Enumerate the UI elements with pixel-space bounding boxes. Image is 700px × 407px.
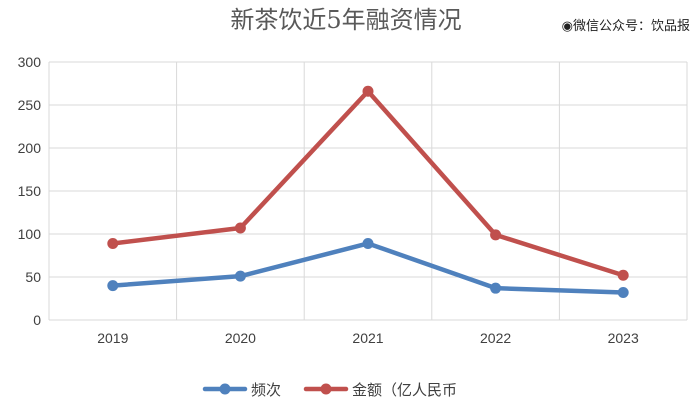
legend-marker-1 xyxy=(320,383,332,395)
data-point xyxy=(617,286,629,298)
x-axis-ticks: 2019 2020 2021 2022 2023 xyxy=(97,330,639,346)
y-tick-label: 300 xyxy=(18,54,42,70)
x-tick-label: 2022 xyxy=(480,330,511,346)
data-point xyxy=(107,280,119,292)
y-tick-label: 0 xyxy=(33,312,41,328)
x-tick-label: 2023 xyxy=(608,330,639,346)
legend: 频次 金额（亿人民币 xyxy=(202,381,457,399)
chart-title: 新茶饮近5年融资情况 xyxy=(230,6,461,34)
data-point xyxy=(234,270,246,282)
legend-marker-0 xyxy=(219,383,231,395)
data-point xyxy=(362,85,374,97)
x-tick-label: 2021 xyxy=(352,330,383,346)
series-group xyxy=(107,85,629,298)
data-point xyxy=(490,229,502,241)
data-point xyxy=(107,237,119,249)
data-point xyxy=(362,237,374,249)
y-tick-label: 200 xyxy=(18,140,42,156)
x-tick-label: 2019 xyxy=(97,330,128,346)
y-tick-label: 50 xyxy=(25,269,41,285)
x-tick-label: 2020 xyxy=(225,330,256,346)
data-point xyxy=(617,269,629,281)
data-point xyxy=(234,222,246,234)
y-axis-ticks: 0 50 100 150 200 250 300 xyxy=(18,54,42,328)
y-tick-label: 250 xyxy=(18,97,42,113)
y-tick-label: 150 xyxy=(18,183,42,199)
watermark: ◉微信公众号：饮品报 xyxy=(562,19,690,34)
data-point xyxy=(490,282,502,294)
y-tick-label: 100 xyxy=(18,226,42,242)
legend-label: 频次 xyxy=(251,381,281,399)
legend-label: 金额（亿人民币 xyxy=(352,381,457,399)
grid-lines xyxy=(48,61,688,321)
